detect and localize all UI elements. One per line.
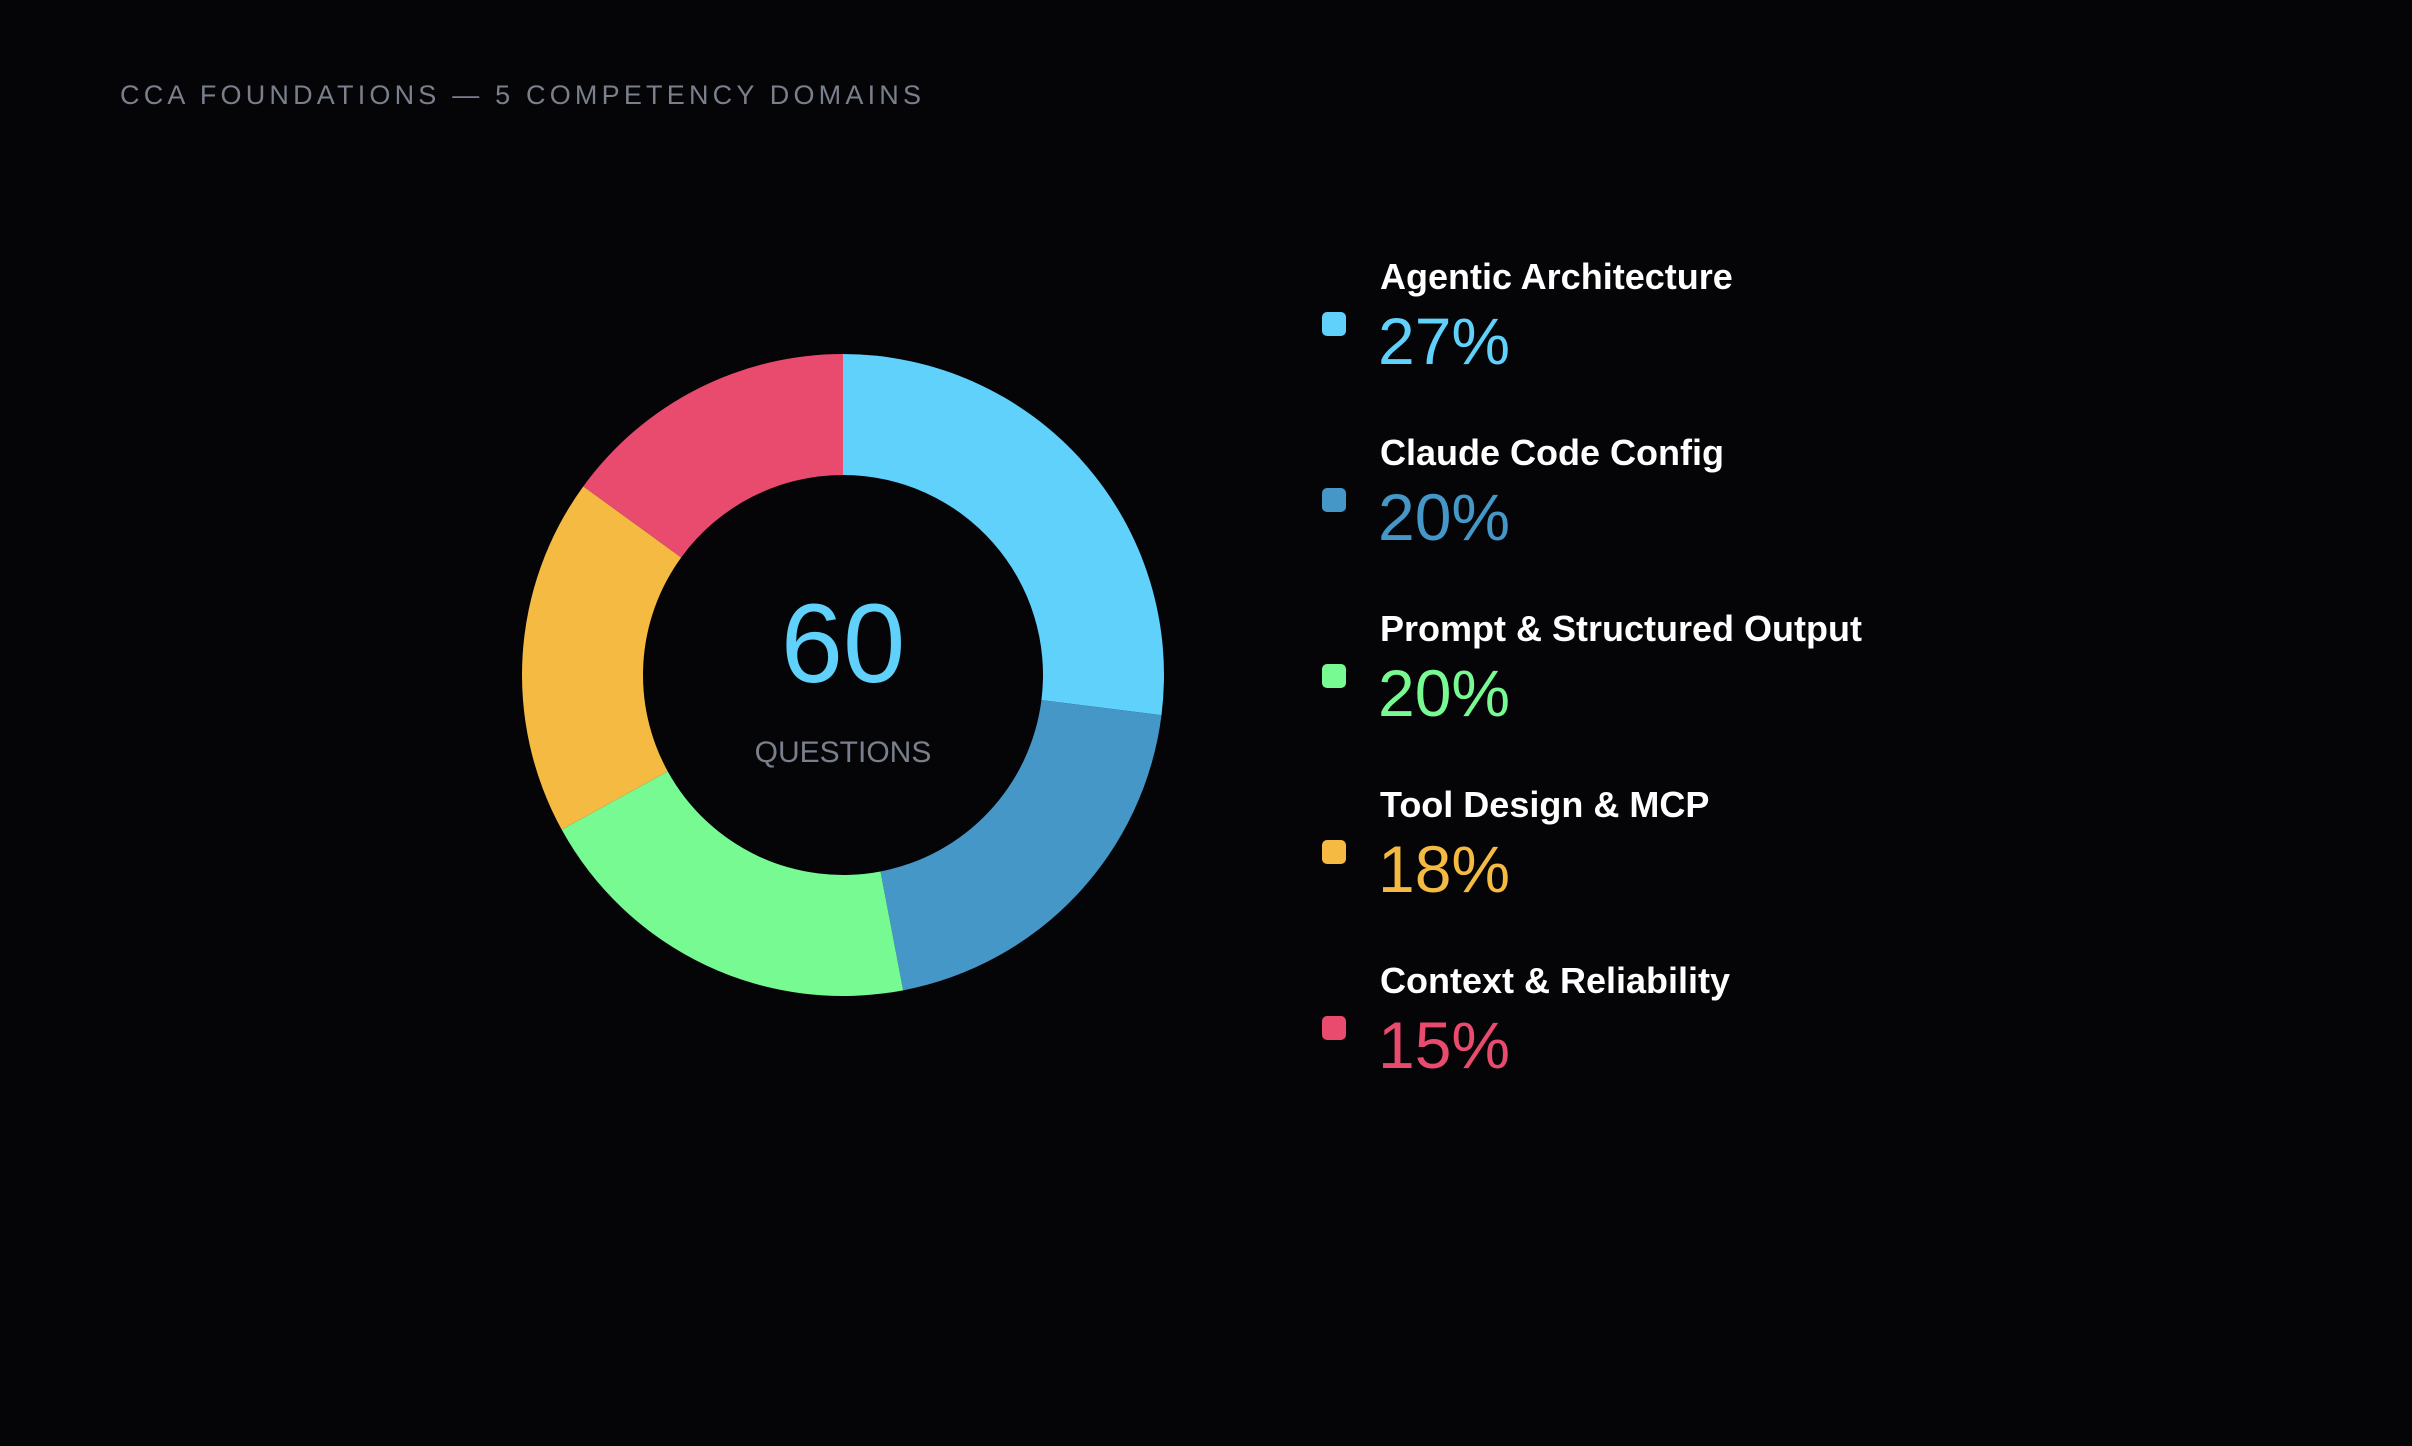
legend-percent: 20%: [1378, 656, 1511, 730]
legend-item: Prompt & Structured Output 20%: [1322, 604, 2222, 780]
legend-label: Claude Code Config: [1380, 432, 1724, 473]
legend-percent: 15%: [1378, 1008, 1511, 1082]
donut-slice: [583, 354, 843, 558]
center-total-value: 60: [781, 581, 906, 706]
legend-label: Agentic Architecture: [1380, 256, 1733, 297]
legend-label: Context & Reliability: [1380, 960, 1731, 1001]
donut-slice: [843, 354, 1164, 716]
legend-label: Tool Design & MCP: [1380, 784, 1710, 825]
legend-percent: 18%: [1378, 832, 1511, 906]
legend-item: Context & Reliability 15%: [1322, 956, 2222, 1132]
center-total-label: QUESTIONS: [755, 736, 932, 769]
legend-label: Prompt & Structured Output: [1380, 608, 1862, 649]
donut-slice: [880, 700, 1162, 991]
legend-percent: 27%: [1378, 304, 1511, 378]
legend-swatch: [1322, 488, 1346, 512]
donut-slices: [522, 354, 1164, 996]
legend-swatch: [1322, 312, 1346, 336]
legend-item: Claude Code Config 20%: [1322, 428, 2222, 604]
legend-item: Agentic Architecture 27%: [1322, 252, 2222, 428]
legend-swatch: [1322, 840, 1346, 864]
chart-legend: Agentic Architecture 27% Claude Code Confi…: [1322, 252, 2222, 1132]
chart-kicker: CCA FOUNDATIONS — 5 COMPETENCY DOMAINS: [120, 80, 926, 110]
legend-percent: 20%: [1378, 480, 1511, 554]
donut-slice: [522, 486, 682, 830]
legend-swatch: [1322, 1016, 1346, 1040]
legend-item: Tool Design & MCP 18%: [1322, 780, 2222, 956]
legend-swatch: [1322, 664, 1346, 688]
donut-slice: [561, 771, 904, 996]
